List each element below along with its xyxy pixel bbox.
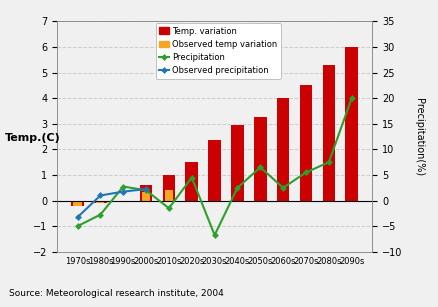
Bar [74, 200, 81, 206]
Bar [277, 98, 290, 200]
Observed precipitation [75, 216, 80, 219]
Precipitation [280, 186, 286, 190]
Text: Temp.(C): Temp.(C) [4, 133, 60, 143]
Bar [71, 200, 84, 206]
Bar [117, 200, 130, 202]
Observed precipitation [98, 194, 103, 197]
Bar [208, 141, 221, 200]
Precipitation [144, 188, 149, 192]
Bar [231, 125, 244, 200]
Precipitation [166, 206, 172, 210]
Precipitation [349, 96, 354, 100]
Bar [119, 200, 127, 202]
Line: Precipitation: Precipitation [75, 96, 354, 238]
Bar [142, 192, 150, 200]
Observed precipitation [120, 190, 126, 193]
Precipitation [258, 165, 263, 169]
Precipitation [326, 160, 332, 164]
Text: Source: Meteorological research institute, 2004: Source: Meteorological research institut… [9, 289, 223, 298]
Bar [94, 200, 107, 203]
Bar [140, 185, 152, 200]
Precipitation [189, 176, 194, 179]
Bar [186, 162, 198, 200]
Bar [165, 190, 173, 200]
Legend: Temp. variation, Observed temp variation, Precipitation, Observed precipitation: Temp. variation, Observed temp variation… [156, 23, 281, 79]
Bar [322, 65, 335, 200]
Bar [300, 85, 312, 200]
Precipitation [98, 213, 103, 216]
Precipitation [75, 224, 80, 228]
Precipitation [120, 185, 126, 188]
Line: Observed precipitation: Observed precipitation [75, 187, 148, 220]
Y-axis label: Precipitation(%): Precipitation(%) [413, 98, 424, 176]
Observed precipitation [144, 187, 149, 191]
Precipitation [212, 233, 217, 237]
Bar [96, 200, 105, 203]
Precipitation [235, 186, 240, 190]
Bar [254, 117, 267, 200]
Bar [346, 47, 358, 200]
Precipitation [304, 171, 309, 174]
Bar [162, 175, 175, 200]
